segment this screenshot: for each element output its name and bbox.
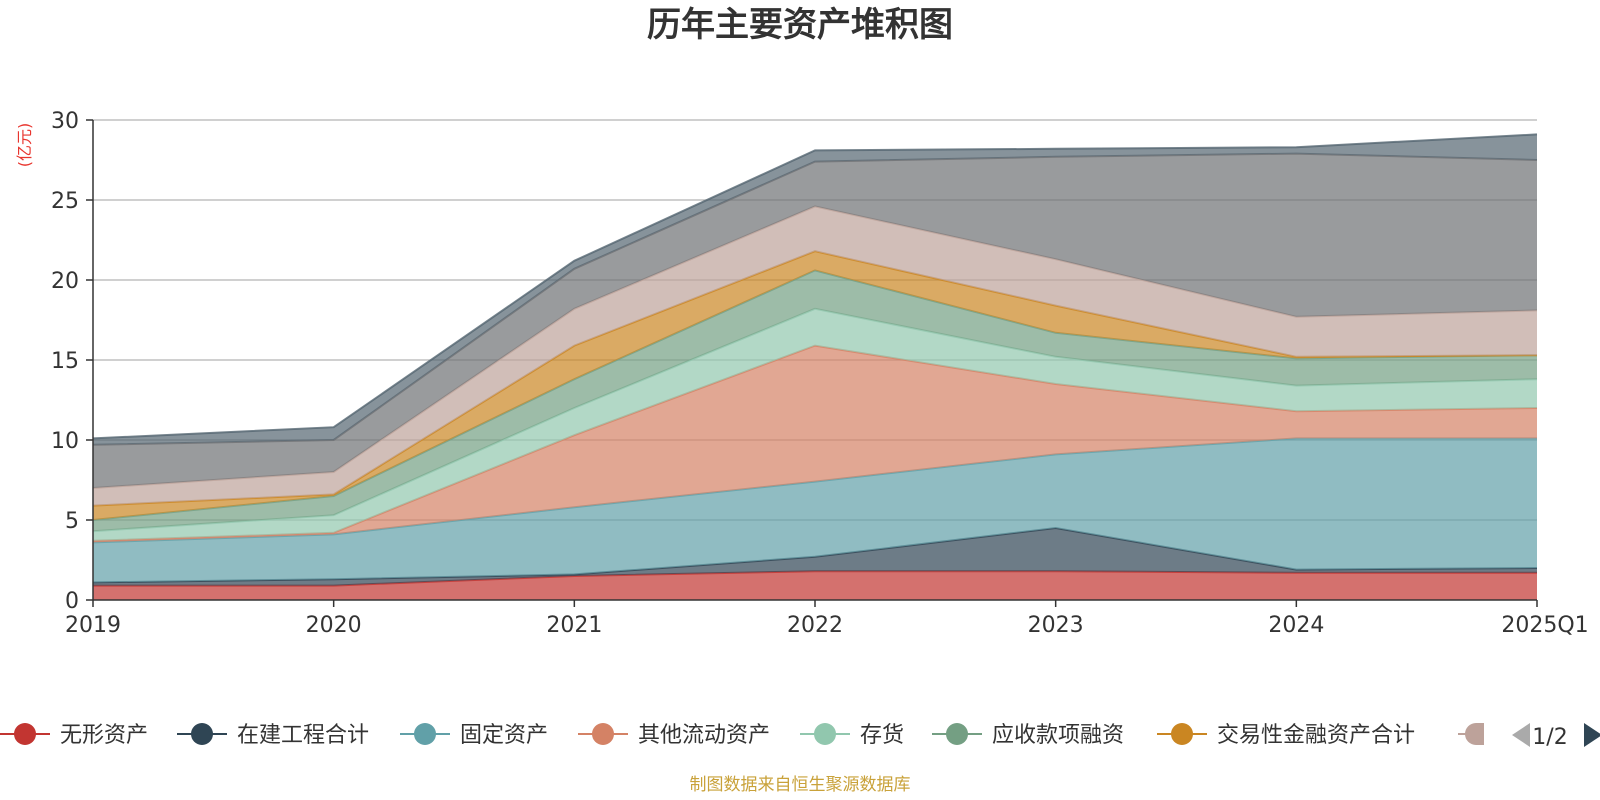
- legend-item-5[interactable]: 存货: [800, 723, 904, 748]
- legend-item-6[interactable]: 应收款项融资: [932, 723, 1124, 748]
- x-tick-label: 2024: [1268, 613, 1324, 638]
- y-tick-label: 30: [51, 109, 79, 134]
- area-series-4[interactable]: [93, 345, 1537, 543]
- x-tick-label: 2025Q1: [1501, 613, 1588, 638]
- axes: 0 5 10 15 20 25 30 2019 2020 2021 2022 2023 2024 2025…: [51, 109, 1589, 638]
- y-tick-label: 5: [65, 509, 79, 534]
- legend-next-page-icon[interactable]: [1584, 723, 1600, 747]
- legend-label: 其他流动资产: [638, 723, 770, 748]
- y-tick-label: 20: [51, 269, 79, 294]
- legend-item-2[interactable]: 在建工程合计: [177, 723, 369, 748]
- legend-item-4[interactable]: 其他流动资产: [578, 723, 770, 748]
- area-series-line-10: [92, 133, 1538, 440]
- legend-label: 存货: [860, 723, 904, 748]
- legend-page-indicator: 1/2: [1532, 725, 1567, 750]
- legend-circle-icon: [946, 723, 968, 745]
- area-series-group: [92, 133, 1538, 600]
- legend-item-8-partial[interactable]: [1458, 723, 1484, 745]
- legend-circle-icon: [592, 723, 614, 745]
- chart-title: 历年主要资产堆积图: [647, 5, 953, 45]
- legend-label: 固定资产: [460, 723, 548, 748]
- data-source-note: 制图数据来自恒生聚源数据库: [690, 775, 911, 795]
- x-tick-label: 2022: [787, 613, 843, 638]
- legend-circle-icon: [191, 723, 213, 745]
- legend-prev-page-icon[interactable]: [1512, 723, 1530, 747]
- y-axis-unit: (亿元): [15, 123, 34, 168]
- x-tick-label: 2023: [1028, 613, 1084, 638]
- y-tick-label: 25: [51, 189, 79, 214]
- area-series-5[interactable]: [93, 308, 1537, 541]
- legend-item-7[interactable]: 交易性金融资产合计: [1157, 723, 1415, 748]
- legend-item-1[interactable]: 无形资产: [0, 723, 148, 748]
- legend-pager: 1/2: [1512, 723, 1600, 750]
- legend-circle-icon: [1465, 723, 1484, 745]
- x-tick-label: 2019: [65, 613, 121, 638]
- legend-label: 应收款项融资: [992, 723, 1124, 748]
- x-tick-label: 2020: [306, 613, 362, 638]
- legend-label: 交易性金融资产合计: [1217, 723, 1415, 748]
- legend-label: 无形资产: [60, 723, 148, 748]
- area-series-3[interactable]: [93, 438, 1537, 583]
- y-tick-label: 0: [65, 589, 79, 614]
- legend-item-3[interactable]: 固定资产: [400, 723, 548, 748]
- y-tick-label: 10: [51, 429, 79, 454]
- x-tick-label: 2021: [546, 613, 602, 638]
- legend-label: 在建工程合计: [237, 723, 369, 748]
- legend-circle-icon: [414, 723, 436, 745]
- area-series-9[interactable]: [93, 153, 1537, 488]
- legend-circle-icon: [814, 723, 836, 745]
- area-series-1[interactable]: [93, 571, 1537, 600]
- legend-circle-icon: [1171, 723, 1193, 745]
- legend-circle-icon: [14, 723, 36, 745]
- y-tick-label: 15: [51, 349, 79, 374]
- legend: 无形资产 在建工程合计 固定资产 其他流动资产 存货 应收款项融资 交易性金融资产合计: [0, 723, 1484, 748]
